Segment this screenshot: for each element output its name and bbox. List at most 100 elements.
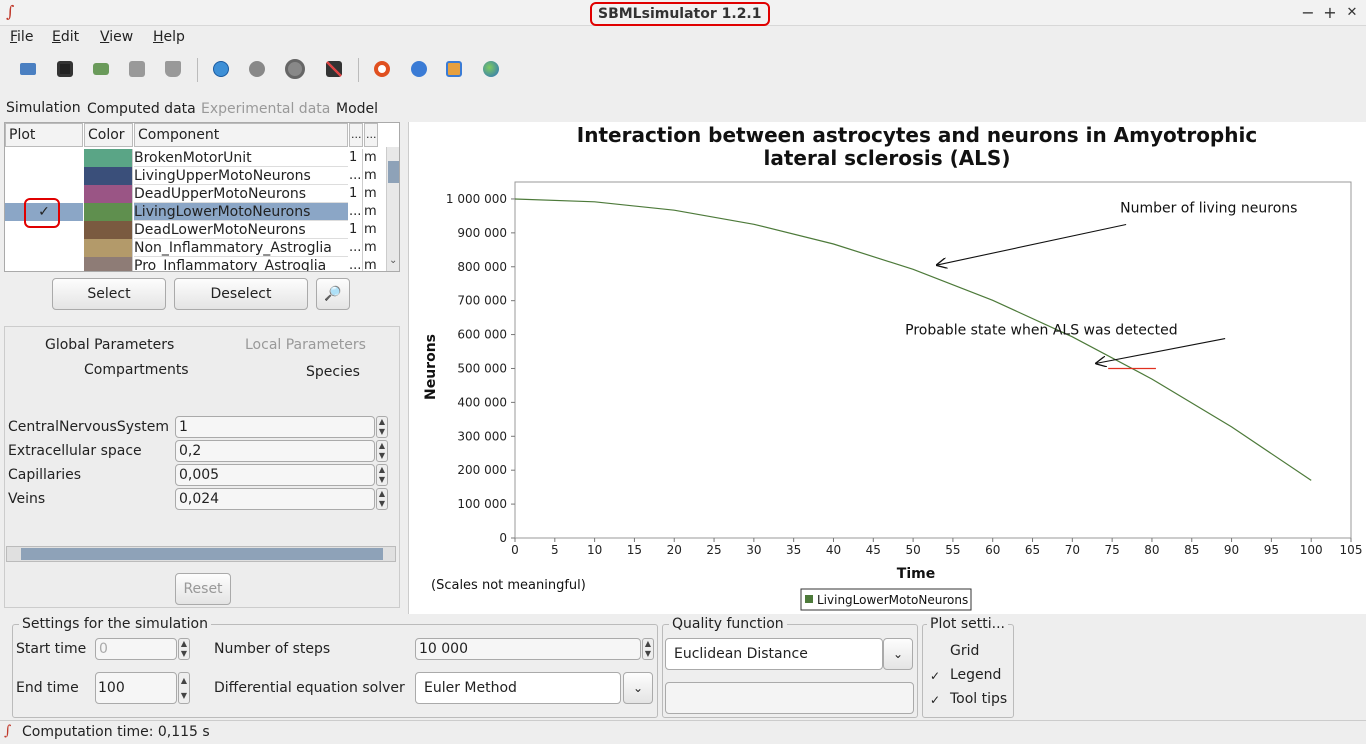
open-folder-icon[interactable] xyxy=(15,56,41,82)
quality-function: Quality function Euclidean Distance ⌄ xyxy=(662,615,918,718)
x-tick-label: 105 xyxy=(1340,543,1363,557)
notes-icon[interactable] xyxy=(441,56,467,82)
app-logo-icon: ∫ xyxy=(6,2,15,21)
x-tick-label: 60 xyxy=(985,543,1000,557)
tab-experimental-data: Experimental data xyxy=(201,101,331,117)
tab-global-parameters[interactable]: Global Parameters xyxy=(45,337,175,353)
color-swatch[interactable] xyxy=(84,257,133,271)
tab-computed-data[interactable]: Computed data xyxy=(87,101,196,117)
table-vertical-scrollbar[interactable] xyxy=(386,147,399,271)
deselect-button[interactable]: Deselect xyxy=(174,278,308,310)
annotation-text: Number of living neurons xyxy=(1120,201,1297,217)
y-tick-label: 200 000 xyxy=(457,463,507,477)
color-swatch[interactable] xyxy=(84,167,133,185)
plot-checkbox[interactable] xyxy=(5,167,83,185)
solver-select[interactable]: Euler Method xyxy=(415,672,621,704)
color-swatch[interactable] xyxy=(84,239,133,257)
param-spinner[interactable]: ▲ ▼ xyxy=(376,488,388,510)
color-swatch[interactable] xyxy=(84,185,133,203)
color-swatch[interactable] xyxy=(84,149,133,167)
column-header-value[interactable]: ... xyxy=(349,123,363,147)
scrollbar-thumb[interactable] xyxy=(388,161,399,183)
print-icon[interactable] xyxy=(88,56,114,82)
param-input[interactable]: 0,005 xyxy=(175,464,375,486)
column-header-color[interactable]: Color xyxy=(84,123,133,147)
play-icon[interactable] xyxy=(208,56,234,82)
param-spinner[interactable]: ▲ ▼ xyxy=(376,416,388,438)
param-input[interactable]: 0,024 xyxy=(175,488,375,510)
column-header-plot[interactable]: Plot xyxy=(5,123,83,147)
scrollbar-thumb[interactable] xyxy=(21,548,383,560)
table-row[interactable]: Pro_Inflammatory_Astroglia... m xyxy=(5,257,387,271)
plot-checkbox[interactable] xyxy=(5,149,83,167)
x-tick-label: 20 xyxy=(667,543,682,557)
param-input[interactable]: 1 xyxy=(175,416,375,438)
column-header-component[interactable]: Component xyxy=(134,123,348,147)
select-button[interactable]: Select xyxy=(52,278,166,310)
chart-legend[interactable] xyxy=(800,588,972,611)
column-header-unit[interactable]: ... xyxy=(364,123,378,147)
component-value: ... xyxy=(349,203,363,221)
steps-spinner[interactable]: ▲ ▼ xyxy=(642,638,654,660)
chevron-down-icon[interactable]: ⌄ xyxy=(623,672,653,704)
x-tick-label: 65 xyxy=(1025,543,1040,557)
tab-model[interactable]: Model xyxy=(336,101,379,117)
table-row[interactable]: ✓ LivingLowerMotoNeurons... m xyxy=(5,203,387,221)
plot-checkbox[interactable] xyxy=(5,257,83,271)
parameters-horizontal-scrollbar[interactable] xyxy=(6,546,396,562)
plot-area[interactable] xyxy=(514,181,1352,539)
chart[interactable]: Interaction between astrocytes and neuro… xyxy=(409,122,1366,614)
plot-settings-legend: Plot setti... xyxy=(927,615,1008,633)
grid-toggle[interactable]: Grid xyxy=(950,643,980,659)
info-icon[interactable] xyxy=(406,56,432,82)
tools-icon[interactable] xyxy=(321,56,347,82)
color-swatch[interactable] xyxy=(84,203,133,221)
quality-function-select[interactable]: Euclidean Distance xyxy=(665,638,883,670)
status-bar: ∫ Computation time: 0,115 s xyxy=(0,720,1366,744)
menu-view[interactable]: View xyxy=(100,29,134,45)
steps-input[interactable]: 10 000 xyxy=(415,638,641,660)
component-value: 1 xyxy=(349,221,363,239)
tab-simulation[interactable]: Simulation xyxy=(6,100,81,116)
search-button[interactable]: 🔎 xyxy=(316,278,350,310)
close-button[interactable]: ✕ xyxy=(1346,5,1358,20)
component-unit: m xyxy=(364,168,377,183)
tab-species[interactable]: Species xyxy=(306,364,360,380)
color-swatch[interactable] xyxy=(84,221,133,239)
tab-compartments[interactable]: Compartments xyxy=(84,362,189,378)
menu-help[interactable]: Help xyxy=(153,29,185,45)
maximize-button[interactable]: + xyxy=(1323,3,1337,22)
y-tick-label: 400 000 xyxy=(457,395,507,409)
globe-icon[interactable] xyxy=(478,56,504,82)
param-spinner[interactable]: ▲ ▼ xyxy=(376,440,388,462)
series-line[interactable] xyxy=(514,198,1312,481)
quality-extra-field[interactable] xyxy=(665,682,914,714)
component-value: 1 xyxy=(349,185,363,203)
table-row[interactable]: BrokenMotorUnit 1 m xyxy=(5,149,387,167)
chevron-down-icon[interactable]: ⌄ xyxy=(883,638,913,670)
menu-file[interactable]: File xyxy=(10,29,34,45)
x-tick-label: 30 xyxy=(746,543,761,557)
table-row[interactable]: Non_Inflammatory_Astroglia... m xyxy=(5,239,387,257)
search-icon: 🔎 xyxy=(324,286,342,302)
component-name: DeadLowerMotoNeurons xyxy=(134,221,348,239)
menu-edit[interactable]: Edit xyxy=(52,29,80,45)
toolbar-separator xyxy=(197,58,198,82)
x-tick-label: 35 xyxy=(786,543,801,557)
end-time-spinner[interactable]: ▲ ▼ xyxy=(178,672,190,704)
scroll-down-arrow-icon[interactable]: ⌄ xyxy=(389,255,398,266)
param-spinner[interactable]: ▲ ▼ xyxy=(376,464,388,486)
plot-checkbox[interactable] xyxy=(5,239,83,257)
end-time-input[interactable]: 100 xyxy=(95,672,177,704)
component-name: BrokenMotorUnit xyxy=(134,149,348,167)
table-row[interactable]: DeadUpperMotoNeurons 1 m xyxy=(5,185,387,203)
save-icon[interactable] xyxy=(52,56,78,82)
param-input[interactable]: 0,2 xyxy=(175,440,375,462)
table-row[interactable]: DeadLowerMotoNeurons 1 m xyxy=(5,221,387,239)
help-lifebuoy-icon[interactable] xyxy=(369,56,395,82)
component-name: DeadUpperMotoNeurons xyxy=(134,185,348,203)
legend-toggle[interactable]: Legend xyxy=(950,667,1002,683)
tooltips-toggle[interactable]: Tool tips xyxy=(950,691,1008,707)
minimize-button[interactable]: − xyxy=(1301,3,1315,22)
table-row[interactable]: LivingUpperMotoNeurons... m xyxy=(5,167,387,185)
